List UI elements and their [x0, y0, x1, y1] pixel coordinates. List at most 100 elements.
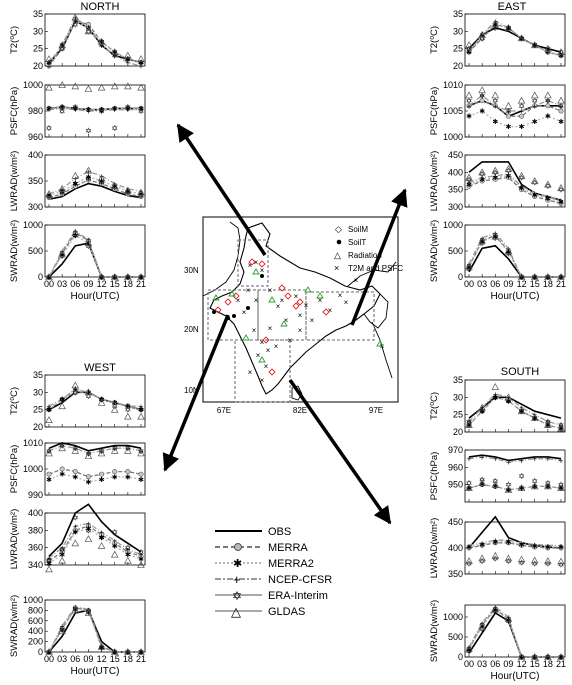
east-swrad-merra2-point: ✱	[466, 264, 472, 272]
east-psfc-merra-point	[479, 98, 485, 104]
west-swrad-xtick-label: 12	[97, 654, 107, 664]
south-lwrad-ytick-label: 450	[448, 517, 463, 527]
north-t2-gldas-point	[110, 48, 119, 56]
north-psfc-gldas-point	[97, 83, 106, 91]
north-swrad-ncep-cfsr-point: +	[126, 273, 131, 282]
west-swrad-merra2-point: ✱	[72, 605, 78, 613]
station-t2m-psfc: ×	[254, 296, 259, 305]
south-swrad-gldas-point	[504, 615, 513, 622]
west-psfc-era-interim-point: ✡	[46, 447, 53, 456]
west-swrad-gldas-point	[137, 648, 145, 655]
west-psfc-merra2-point: ✱	[46, 476, 52, 484]
north-t2-ncep-cfsr-point: +	[73, 13, 78, 22]
west-lwrad-gldas-point	[124, 556, 132, 564]
north-psfc-gldas-point	[58, 81, 66, 88]
east-psfc-ncep-cfsr-point: +	[559, 102, 564, 111]
north-t2-merra2-point: ✱	[72, 17, 78, 25]
east-psfc-ytick-label: 1010	[443, 80, 463, 90]
east-swrad-ncep-cfsr-line	[468, 232, 561, 278]
station-t2m-psfc: ×	[242, 308, 247, 317]
west-swrad-gldas-point	[45, 648, 53, 655]
east-t2-era-interim-point: ✡	[518, 34, 525, 43]
south-psfc-gldas-point	[478, 479, 486, 486]
east-lwrad-merra2-line	[468, 175, 562, 203]
south-lwrad-era-interim-point: ✡	[558, 561, 565, 570]
west-psfc-gldas-point	[84, 452, 93, 459]
north-t2-era-interim-point: ✡	[125, 55, 132, 64]
north-swrad-era-interim-point: ✡	[85, 242, 92, 251]
arrow-west	[162, 314, 230, 472]
west-swrad-era-interim-point: ✡	[98, 644, 105, 653]
south-lwrad-era-interim-point: ✡	[479, 557, 486, 566]
west-lwrad-ncep-cfsr-point: +	[86, 519, 91, 528]
south-lwrad-merra2-line	[468, 541, 561, 548]
east-psfc-gldas-point	[557, 96, 565, 104]
north-psfc-era-interim-point: ✡	[46, 124, 53, 133]
east-t2-gldas-point	[517, 34, 526, 42]
west-lwrad-era-interim-point: ✡	[46, 557, 53, 566]
south-swrad-xtick-label: 09	[503, 659, 513, 669]
station-t2m-psfc: ×	[248, 261, 253, 270]
west-lwrad-gldas-point	[45, 565, 53, 573]
north-psfc-era-interim-point: ✡	[59, 107, 66, 116]
station-t2m-psfc: ×	[310, 316, 315, 325]
north-t2-merra2-point: ✱	[138, 59, 144, 67]
south-swrad-xtick-label: 21	[556, 659, 566, 669]
station-t2m-psfc: ×	[260, 376, 265, 385]
north-swrad-gldas-point	[45, 273, 53, 280]
south-lwrad-gldas-point	[517, 555, 526, 563]
north-lwrad-era-interim-point: ✡	[138, 192, 145, 201]
south-psfc-gldas-point	[544, 482, 552, 490]
lat-tick-20n: 20N	[184, 325, 199, 334]
station-t2m-psfc: ×	[266, 346, 271, 355]
west-lwrad-ncep-cfsr-line	[48, 522, 142, 559]
west-psfc-gldas-point	[97, 449, 106, 457]
east-t2-gldas-point	[557, 48, 565, 56]
south-t2-merra2-point: ✱	[558, 425, 564, 433]
west-t2-gldas-point	[97, 398, 106, 406]
west-t2-era-interim-point: ✡	[138, 406, 145, 415]
west-lwrad-merra2-point: ✱	[46, 560, 52, 568]
south-t2-ytick-label: 20	[453, 427, 463, 437]
station-soilm	[284, 292, 292, 300]
west-psfc-ncep-cfsr-point: +	[73, 444, 78, 453]
north-lwrad-ncep-cfsr-point: +	[86, 168, 91, 177]
east-title: EAST	[498, 1, 527, 13]
north-swrad-merra2-point: ✱	[72, 232, 78, 240]
station-t2m-psfc: ×	[256, 351, 261, 360]
north-lwrad-merra2-point: ✱	[125, 188, 131, 196]
west-psfc-merra2-point: ✱	[99, 476, 105, 484]
north-t2-gldas-point	[124, 51, 132, 59]
east-swrad-ncep-cfsr-point: +	[467, 260, 472, 269]
south-swrad-frame	[464, 604, 566, 658]
east-swrad-merra2-point: ✱	[558, 274, 564, 282]
west-psfc-ytick-label: 1010	[23, 438, 43, 448]
west-swrad-gldas-point	[124, 648, 132, 655]
east-t2-ncep-cfsr-point: +	[532, 41, 537, 50]
west-psfc-merra-point	[112, 469, 118, 475]
west-swrad-xtick-label: 15	[110, 654, 120, 664]
legend-merra: MERRA	[268, 542, 308, 554]
east-psfc-merra2-point: ✱	[545, 113, 551, 121]
east-psfc-gldas-point	[504, 101, 513, 109]
west-t2-ylabel: T2(⁰C)	[9, 387, 20, 415]
north-lwrad-era-interim-point: ✡	[59, 188, 66, 197]
west-psfc-gldas-point	[45, 449, 53, 457]
station-t2m-psfc: ×	[338, 291, 343, 300]
south-lwrad-gldas-point	[478, 554, 486, 562]
west-lwrad-frame	[44, 512, 146, 566]
south-t2-era-interim-point: ✡	[531, 414, 538, 423]
east-swrad-merra2-point: ✱	[532, 274, 538, 282]
west-psfc-era-interim-point: ✡	[72, 444, 79, 453]
west-lwrad-ncep-cfsr-point: +	[126, 545, 131, 554]
south-swrad-xlabel: Hour(UTC)	[491, 671, 540, 682]
east-psfc-ncep-cfsr-point: +	[480, 91, 485, 100]
north-lwrad-merra-point	[138, 194, 144, 200]
south-lwrad-merra2-point: ✱	[545, 543, 551, 551]
east-t2-ytick-label: 30	[453, 26, 463, 36]
north-lwrad-merra2-point: ✱	[138, 191, 144, 199]
west-psfc-era-interim-point: ✡	[125, 444, 132, 453]
west-swrad-ncep-cfsr-point: +	[47, 648, 52, 657]
west-lwrad-era-interim-point: ✡	[125, 544, 132, 553]
